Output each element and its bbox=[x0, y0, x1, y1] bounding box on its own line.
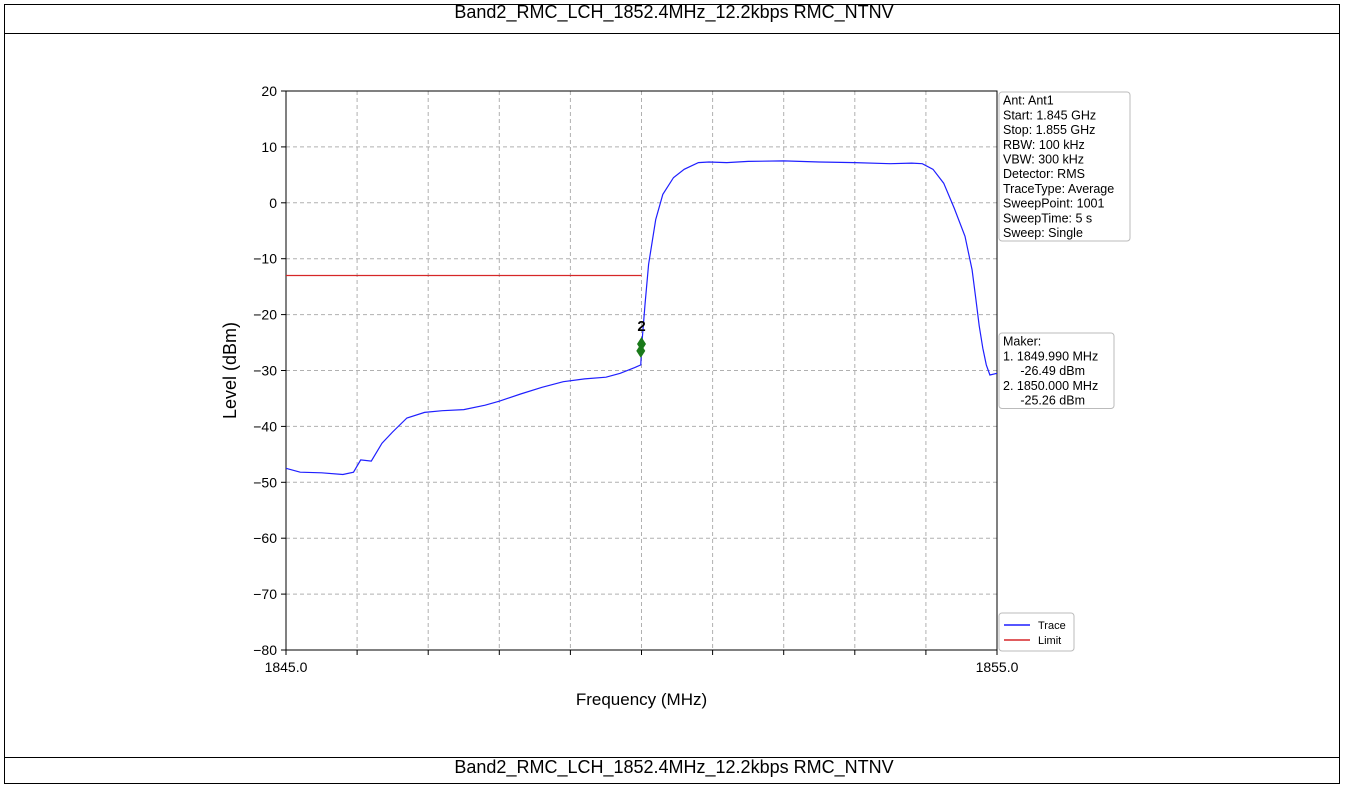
box-line: SweepTime: 5 s bbox=[1003, 211, 1092, 225]
box-line: Start: 1.845 GHz bbox=[1003, 108, 1096, 122]
box-line: Detector: RMS bbox=[1003, 167, 1085, 181]
box-line: VBW: 300 kHz bbox=[1003, 153, 1084, 167]
box-line: Ant: Ant1 bbox=[1003, 94, 1054, 108]
y-tick-label: −10 bbox=[253, 251, 277, 267]
y-axis-label: Level (dBm) bbox=[220, 322, 240, 419]
x-axis-label: Frequency (MHz) bbox=[576, 690, 707, 709]
box-line: SweepPoint: 1001 bbox=[1003, 197, 1105, 211]
box-line: RBW: 100 kHz bbox=[1003, 138, 1085, 152]
marker-label: 2 bbox=[637, 318, 645, 335]
marker-group: 2 bbox=[636, 318, 646, 358]
series-group bbox=[285, 160, 998, 476]
y-tick-label: −40 bbox=[253, 418, 277, 434]
y-axis-ticks: 20 10 0 −10 −20 −30 −40 −50 −60 −70 −80 bbox=[253, 83, 286, 658]
box-line: 2. 1850.000 MHz bbox=[1003, 379, 1098, 393]
x-axis-ticks: 1845.0 1855.0 bbox=[265, 650, 1019, 675]
y-tick-label: −30 bbox=[253, 363, 277, 379]
box-line: 1. 1849.990 MHz bbox=[1003, 349, 1098, 363]
legend-label: Trace bbox=[1038, 620, 1066, 632]
box-background bbox=[998, 332, 1115, 409]
footer-divider bbox=[4, 757, 1340, 758]
header-title: Band2_RMC_LCH_1852.4MHz_12.2kbps RMC_NTN… bbox=[454, 2, 894, 22]
report-frame bbox=[4, 4, 1340, 784]
marker-diamond bbox=[636, 343, 646, 358]
x-tick-label: 1845.0 bbox=[265, 659, 308, 675]
y-tick-label: −20 bbox=[253, 307, 277, 323]
box-line: -26.49 dBm bbox=[1003, 364, 1085, 378]
box-background bbox=[998, 91, 1131, 242]
grid-lines bbox=[286, 91, 997, 650]
y-tick-label: −60 bbox=[253, 530, 277, 546]
box-line: Sweep: Single bbox=[1003, 226, 1083, 240]
y-tick-label: −70 bbox=[253, 586, 277, 602]
y-tick-label: −50 bbox=[253, 474, 277, 490]
footer-title: Band2_RMC_LCH_1852.4MHz_12.2kbps RMC_NTN… bbox=[454, 757, 894, 777]
y-tick-label: 0 bbox=[269, 195, 277, 211]
box-line: -25.26 dBm bbox=[1003, 394, 1085, 408]
legend-box bbox=[998, 612, 1075, 652]
box-line: Stop: 1.855 GHz bbox=[1003, 123, 1095, 137]
y-tick-label: 10 bbox=[261, 139, 277, 155]
x-tick-label: 1855.0 bbox=[976, 659, 1019, 675]
y-tick-label: 20 bbox=[261, 83, 277, 99]
legend-label: Limit bbox=[1038, 635, 1061, 647]
legend: Trace Limit bbox=[998, 612, 1075, 652]
y-tick-label: −80 bbox=[253, 642, 277, 658]
box-line: Maker: bbox=[1003, 335, 1041, 349]
box-line: TraceType: Average bbox=[1003, 182, 1114, 196]
series-line-trace bbox=[285, 160, 998, 476]
header-divider bbox=[4, 33, 1340, 34]
